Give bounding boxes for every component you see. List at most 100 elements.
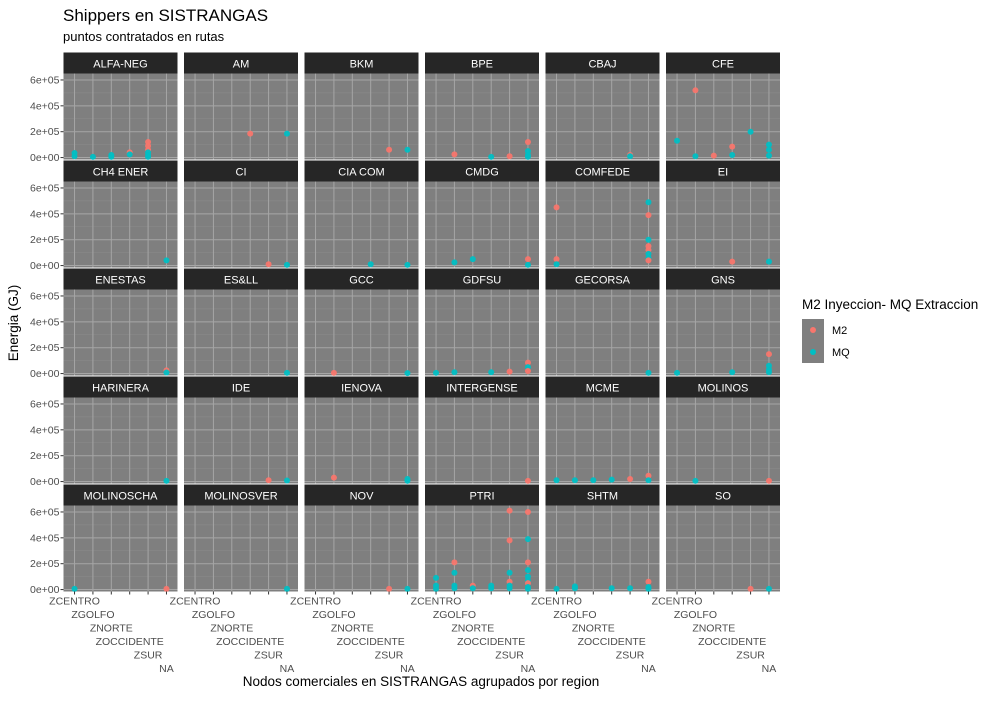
x-tick-label: ZSUR xyxy=(134,650,163,662)
data-point-m2 xyxy=(330,369,337,376)
panel-background xyxy=(425,289,539,376)
data-point-m2 xyxy=(765,477,772,484)
panel-background xyxy=(184,73,298,160)
data-point-m2 xyxy=(265,261,272,268)
data-point-m2 xyxy=(451,151,458,158)
x-tick-label: ZGOLFO xyxy=(674,609,717,621)
data-point-mq xyxy=(404,477,411,484)
facet-strip-label: MOLINOS xyxy=(698,383,749,395)
x-tick-label: ZOCCIDENTE xyxy=(457,636,525,648)
panel-background xyxy=(63,289,178,376)
x-tick-label: ZGOLFO xyxy=(553,609,596,621)
data-point-mq xyxy=(469,256,476,263)
data-point-m2 xyxy=(524,367,531,374)
facet-strip xyxy=(666,160,780,182)
data-point-mq xyxy=(627,153,634,160)
x-tick-label: ZSUR xyxy=(495,650,524,662)
data-point-mq xyxy=(488,585,495,592)
facet-strip xyxy=(184,484,298,506)
facet-strip xyxy=(666,376,780,398)
data-point-mq xyxy=(126,151,133,158)
y-tick-label: 4e+05 xyxy=(30,424,60,436)
data-point-mq xyxy=(433,585,440,592)
x-tick-label: ZSUR xyxy=(736,650,765,662)
facet-strip xyxy=(545,484,660,506)
facet-strip-label: SHTM xyxy=(587,491,618,503)
data-point-m2 xyxy=(729,258,736,265)
panel-background xyxy=(304,181,419,268)
data-point-m2 xyxy=(330,474,337,481)
x-tick-label: NA xyxy=(521,663,536,675)
panel-ch4-ener: CH4 ENER 0e+00 2e+05 4e+05 6e+05 xyxy=(30,160,178,272)
panel-cia-com: CIA COM xyxy=(304,160,419,268)
data-point-mq xyxy=(404,261,411,268)
data-point-mq xyxy=(553,477,560,484)
data-point-mq xyxy=(506,585,513,592)
panel-harinera: HARINERA 0e+00 2e+05 4e+05 6e+05 xyxy=(30,376,178,488)
data-point-m2 xyxy=(524,559,531,566)
y-tick-label: 0e+00 xyxy=(30,152,60,164)
panel-ide: IDE xyxy=(184,376,298,484)
facet-strip xyxy=(63,160,178,182)
legend-title: M2 Inyeccion- MQ Extraccion xyxy=(802,297,978,312)
facet-strip-label: AM xyxy=(233,59,250,71)
data-point-m2 xyxy=(506,368,513,375)
data-point-mq xyxy=(765,258,772,265)
panel-background xyxy=(184,289,298,376)
facet-strip-label: MOLINOSVER xyxy=(204,491,277,503)
panel-molinos: MOLINOS xyxy=(666,376,780,484)
facet-strip-label: INTERGENSE xyxy=(446,383,518,395)
data-point-mq xyxy=(283,477,290,484)
data-point-mq xyxy=(89,153,96,160)
x-tick-label: ZCENTRO xyxy=(49,596,100,608)
panel-enestas: ENESTAS 0e+00 2e+05 4e+05 6e+05 xyxy=(30,268,178,380)
x-tick-label: ZSUR xyxy=(616,650,645,662)
panel-mcme: MCME xyxy=(545,376,660,484)
panel-ienova: IENOVA xyxy=(304,376,419,484)
panel-background xyxy=(545,397,660,484)
panel-es-ll: ES&LL xyxy=(184,268,298,376)
data-point-mq xyxy=(765,146,772,153)
panel-background xyxy=(545,505,660,592)
y-tick-label: 2e+05 xyxy=(30,234,60,246)
data-point-m2 xyxy=(553,256,560,263)
facet-strip-label: EI xyxy=(718,167,728,179)
facet-strip-label: BKM xyxy=(350,59,374,71)
facet-strip xyxy=(425,160,539,182)
data-point-mq xyxy=(451,259,458,266)
panel-alfa-neg: ALFA-NEG 0e+00 2e+05 4e+05 6e+05 xyxy=(30,52,178,164)
data-point-mq xyxy=(645,585,652,592)
x-tick-label: NA xyxy=(400,663,415,675)
data-point-m2 xyxy=(163,585,170,592)
facet-strip xyxy=(425,484,539,506)
y-tick-label: 6e+05 xyxy=(30,182,60,194)
facet-strip-label: HARINERA xyxy=(92,383,150,395)
data-point-mq xyxy=(590,477,597,484)
panel-background xyxy=(545,289,660,376)
x-tick-label: ZNORTE xyxy=(331,623,374,635)
panel-background xyxy=(545,181,660,268)
data-point-m2 xyxy=(524,139,531,146)
data-point-mq xyxy=(451,585,458,592)
panel-background xyxy=(304,289,419,376)
x-tick-label: ZNORTE xyxy=(572,623,615,635)
x-axis-title: Nodos comerciales en SISTRANGAS agrupado… xyxy=(243,674,599,689)
data-point-mq xyxy=(645,199,652,206)
x-tick-label: ZGOLFO xyxy=(433,609,476,621)
data-point-mq xyxy=(404,370,411,377)
data-point-mq xyxy=(553,261,560,268)
facet-strip xyxy=(545,52,660,74)
panel-molinoscha: MOLINOSCHA 0e+00 2e+05 4e+05 6e+05 ZCENTROZGO… xyxy=(30,484,178,675)
facet-strip-label: MCME xyxy=(586,383,620,395)
facet-strip xyxy=(184,160,298,182)
facet-panels: ALFA-NEG 0e+00 2e+05 4e+05 6e+05 AM BKM BPE CBAJ… xyxy=(30,52,780,675)
panel-background xyxy=(304,397,419,484)
panel-background xyxy=(425,73,539,160)
y-tick-label: 6e+05 xyxy=(30,398,60,410)
x-tick-label: ZNORTE xyxy=(692,623,735,635)
panel-cmdg: CMDG xyxy=(425,160,539,268)
x-tick-label: ZNORTE xyxy=(451,623,494,635)
facet-strip-label: GECORSA xyxy=(575,275,631,287)
